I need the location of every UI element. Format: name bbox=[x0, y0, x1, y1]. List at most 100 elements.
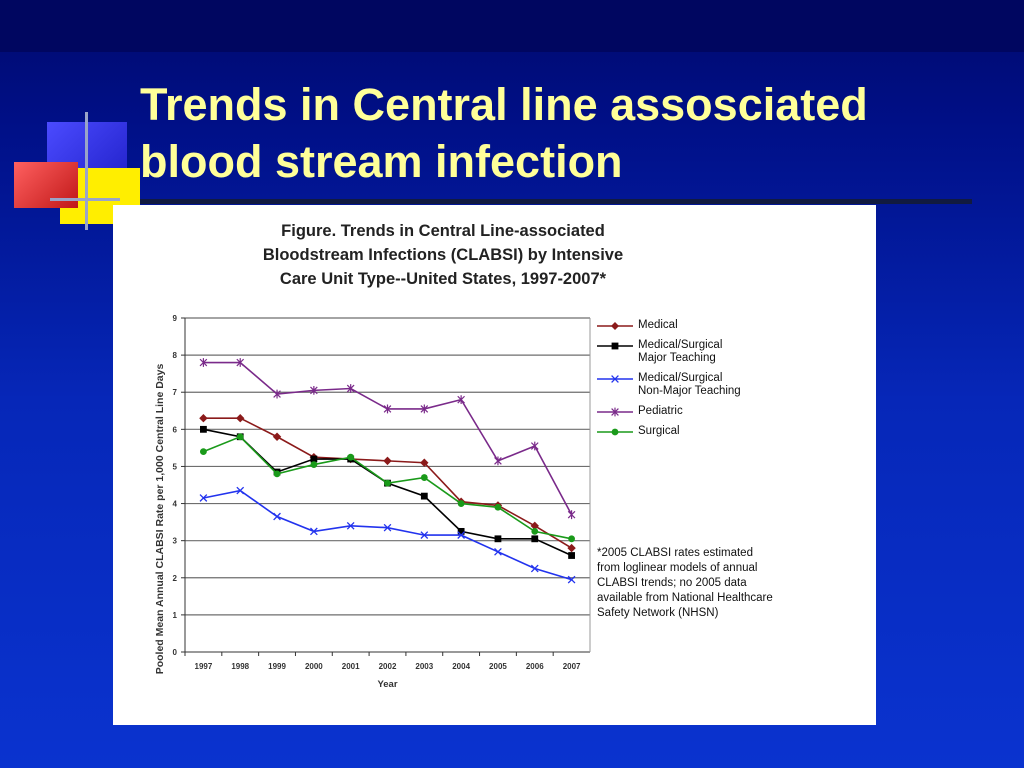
decorative-vertical-line bbox=[85, 112, 88, 230]
y-axis-label: Pooled Mean Annual CLABSI Rate per 1,000… bbox=[154, 364, 166, 675]
chart-footnote: *2005 CLABSI rates estimated from loglin… bbox=[597, 547, 773, 619]
decorative-horizontal-line bbox=[50, 198, 120, 201]
y-tick-label: 9 bbox=[173, 314, 178, 323]
legend-sample bbox=[597, 375, 633, 383]
line-chart: 0 1 2 3 4 5 6 7 8 9 1997 1998 1999 2000 2001 2002 2003 20… bbox=[154, 314, 591, 690]
data-point bbox=[420, 458, 429, 467]
data-point bbox=[568, 535, 575, 543]
x-tick-label: 1997 bbox=[195, 662, 213, 671]
x-tick-label: 2004 bbox=[452, 662, 470, 671]
data-point bbox=[347, 453, 355, 461]
legend-item: Pediatric bbox=[596, 405, 876, 418]
legend-sample bbox=[597, 407, 633, 417]
data-point bbox=[383, 404, 392, 414]
legend-item: Medical/Surgical Non-Major Teaching bbox=[596, 372, 876, 398]
data-point bbox=[199, 414, 208, 423]
chart-title-line-1: Figure. Trends in Central Line-associate… bbox=[281, 222, 605, 240]
data-point bbox=[383, 456, 392, 466]
data-point bbox=[568, 552, 575, 559]
data-point bbox=[310, 461, 318, 468]
legend-label-line: Major Teaching bbox=[638, 352, 716, 364]
legend-label-line: Medical/Surgical bbox=[638, 372, 723, 384]
data-point bbox=[383, 523, 392, 532]
data-point bbox=[567, 510, 576, 520]
series-line-3 bbox=[203, 361, 573, 516]
x-tick-label: 2007 bbox=[563, 662, 581, 671]
legend-sample bbox=[597, 342, 633, 350]
legend-item: Medical bbox=[596, 319, 876, 332]
chart-figure: Figure. Trends in Central Line-associate… bbox=[113, 205, 876, 725]
legend-item: Medical/Surgical Major Teaching bbox=[596, 339, 876, 365]
data-point bbox=[273, 470, 281, 478]
data-point bbox=[384, 479, 391, 487]
legend-label-line: Surgical bbox=[638, 425, 680, 437]
data-point bbox=[272, 432, 282, 441]
legend-label-line: Non-Major Teaching bbox=[638, 385, 741, 397]
data-point bbox=[346, 384, 355, 393]
slide-title-line-1: Trends in Central line assosciated bbox=[140, 79, 868, 130]
legend-label: Medical bbox=[638, 319, 876, 332]
data-point bbox=[310, 385, 318, 395]
x-tick-label: 2003 bbox=[415, 662, 433, 671]
y-tick-label: 3 bbox=[173, 537, 178, 546]
legend-label: Medical/Surgical Non-Major Teaching bbox=[638, 372, 876, 398]
x-tick-label: 2002 bbox=[379, 662, 397, 671]
data-point bbox=[530, 441, 539, 451]
data-point bbox=[273, 389, 281, 399]
x-tick-label: 2001 bbox=[342, 662, 360, 671]
legend-label-line: Medical/Surgical bbox=[638, 339, 723, 351]
x-tick-label: 2005 bbox=[489, 662, 507, 671]
legend-item: Surgical bbox=[596, 425, 876, 438]
x-tick-label: 2000 bbox=[305, 662, 323, 671]
y-tick-label: 2 bbox=[173, 574, 178, 583]
chart-title: Figure. Trends in Central Line-associate… bbox=[113, 219, 773, 291]
chart-legend: Medical Medical/Surgical Major Teaching Med… bbox=[596, 319, 876, 445]
y-tick-label: 8 bbox=[173, 351, 178, 360]
chart-title-line-2: Bloodstream Infections (CLABSI) by Inten… bbox=[262, 246, 624, 264]
data-point bbox=[273, 512, 281, 521]
legend-sample bbox=[597, 322, 633, 330]
data-point bbox=[236, 414, 245, 423]
data-point bbox=[199, 358, 208, 367]
data-point bbox=[567, 543, 576, 553]
y-tick-label: 7 bbox=[173, 388, 178, 397]
data-point bbox=[457, 395, 465, 405]
legend-label: Medical/Surgical Major Teaching bbox=[638, 339, 876, 365]
legend-label-line: Pediatric bbox=[638, 405, 683, 417]
data-point bbox=[530, 564, 539, 573]
data-point bbox=[310, 455, 318, 463]
y-tick-label: 5 bbox=[173, 462, 178, 471]
data-point bbox=[236, 433, 244, 441]
data-point bbox=[494, 547, 502, 556]
y-tick-label: 0 bbox=[173, 648, 178, 657]
data-point bbox=[420, 492, 428, 500]
x-tick-label: 2006 bbox=[526, 662, 544, 671]
slide-title: Trends in Central line assosciated blood… bbox=[140, 76, 1000, 190]
data-point bbox=[494, 535, 502, 543]
data-point bbox=[531, 527, 539, 535]
y-tick-label: 4 bbox=[173, 500, 178, 509]
slide-title-line-2: blood stream infection bbox=[140, 136, 623, 187]
data-point bbox=[200, 425, 207, 433]
data-point bbox=[200, 448, 207, 455]
y-tick-label: 1 bbox=[173, 611, 178, 620]
data-point bbox=[420, 474, 428, 481]
data-point bbox=[531, 535, 539, 543]
series-line-1 bbox=[203, 428, 572, 557]
data-point bbox=[567, 575, 576, 584]
legend-label-line: Medical bbox=[638, 319, 678, 331]
data-point bbox=[494, 503, 502, 511]
legend-label: Surgical bbox=[638, 425, 876, 438]
legend-sample bbox=[597, 428, 633, 436]
legend-label: Pediatric bbox=[638, 405, 876, 418]
series-line-4 bbox=[203, 435, 572, 540]
data-point bbox=[199, 494, 208, 502]
data-point bbox=[420, 404, 429, 414]
data-point bbox=[346, 521, 355, 530]
data-point bbox=[310, 527, 318, 536]
title-underline bbox=[140, 199, 972, 204]
x-tick-label: 1999 bbox=[268, 662, 286, 671]
x-axis-label: Year bbox=[377, 679, 397, 690]
x-tick-label: 1998 bbox=[231, 662, 249, 671]
data-point bbox=[494, 456, 502, 466]
